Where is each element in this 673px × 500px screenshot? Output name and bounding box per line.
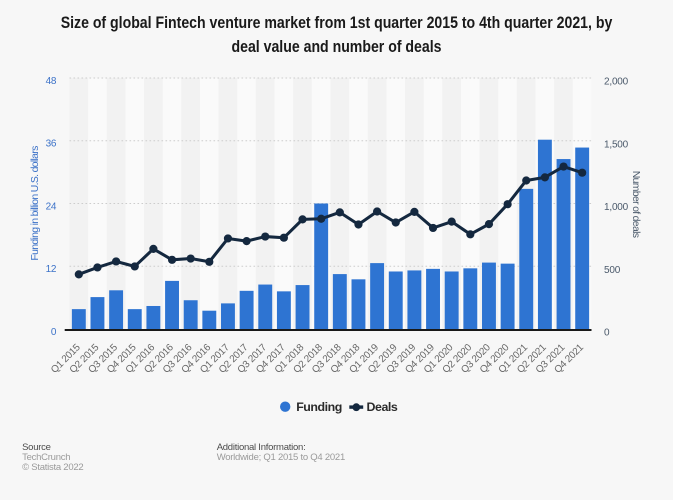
svg-text:36: 36 xyxy=(46,139,57,150)
svg-text:2,000: 2,000 xyxy=(604,77,629,88)
svg-text:12: 12 xyxy=(46,264,57,275)
svg-text:Number of deals: Number of deals xyxy=(630,171,642,238)
svg-text:0: 0 xyxy=(604,328,610,339)
svg-text:48: 48 xyxy=(46,76,57,87)
svg-text:Funding in billion U.S. dollar: Funding in billion U.S. dollars xyxy=(29,146,41,261)
svg-text:500: 500 xyxy=(604,265,621,276)
svg-text:24: 24 xyxy=(46,201,57,212)
svg-text:1,500: 1,500 xyxy=(604,139,629,150)
svg-text:1,000: 1,000 xyxy=(604,202,629,213)
svg-text:0: 0 xyxy=(51,327,57,338)
